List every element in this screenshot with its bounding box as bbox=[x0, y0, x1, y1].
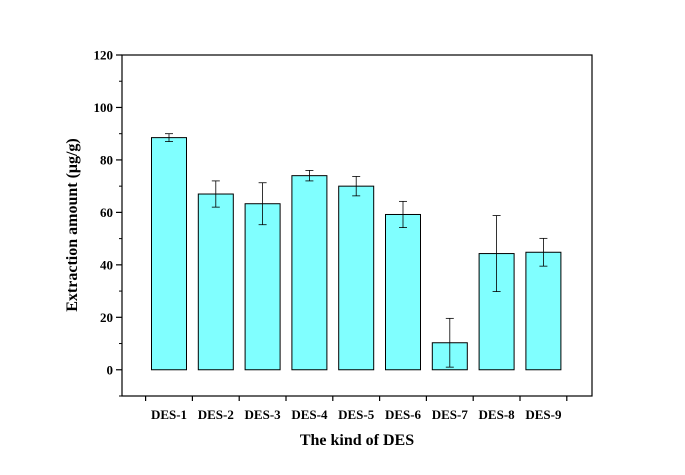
x-tick-label-des-3: DES-3 bbox=[245, 407, 282, 422]
x-tick-label-des-1: DES-1 bbox=[151, 407, 187, 422]
bar-des-9 bbox=[525, 251, 562, 371]
x-tick-label-des-8: DES-8 bbox=[479, 407, 516, 422]
y-tick-label-120: 120 bbox=[94, 48, 114, 63]
y-tick-label-40: 40 bbox=[100, 257, 113, 272]
axes-layer bbox=[116, 54, 593, 401]
x-tick-label-des-4: DES-4 bbox=[291, 407, 328, 422]
x-tick-label-des-2: DES-2 bbox=[198, 407, 234, 422]
bar-des-2 bbox=[197, 193, 234, 371]
plot-frame bbox=[121, 54, 593, 397]
x-axis-title: The kind of DES bbox=[300, 432, 414, 449]
y-tick-label-20: 20 bbox=[100, 310, 113, 325]
y-tick-label-100: 100 bbox=[94, 100, 114, 115]
error-bars-layer bbox=[165, 133, 548, 368]
x-tick-label-des-9: DES-9 bbox=[525, 407, 562, 422]
x-tick-label-des-6: DES-6 bbox=[385, 407, 422, 422]
bars-layer bbox=[151, 137, 562, 371]
y-tick-label-80: 80 bbox=[100, 152, 113, 167]
y-axis-title: Extraction amount (μg/g) bbox=[64, 138, 81, 312]
bar-des-5 bbox=[338, 185, 375, 371]
y-tick-label-60: 60 bbox=[100, 205, 113, 220]
bar-des-4 bbox=[291, 175, 328, 371]
tick-labels-layer: DES-1 DES-2 DES-3 DES-4 DES-5 DES-6 DES-7 DES-8… bbox=[94, 48, 562, 423]
y-tick-label-0: 0 bbox=[107, 362, 114, 377]
bar-des-1 bbox=[151, 137, 187, 371]
x-tick-label-des-5: DES-5 bbox=[338, 407, 375, 422]
bar-des-3 bbox=[244, 203, 281, 371]
x-tick-label-des-7: DES-7 bbox=[432, 407, 469, 422]
bar-des-6 bbox=[385, 213, 421, 371]
